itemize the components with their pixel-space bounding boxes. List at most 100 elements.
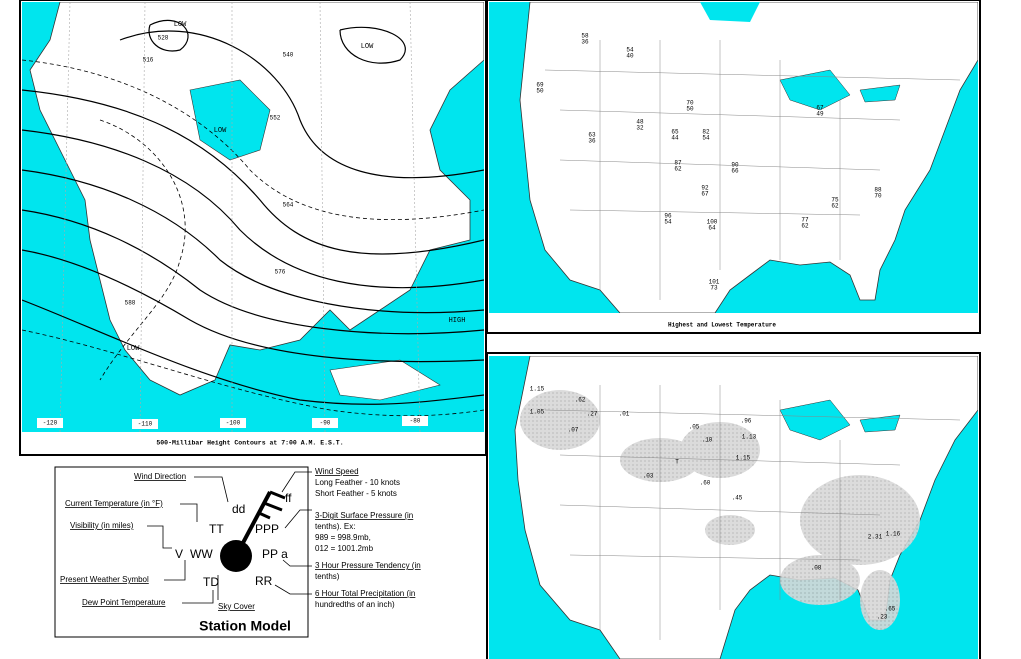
station-symbol-label: dd: [232, 502, 245, 516]
high-temperature: 77: [801, 217, 809, 224]
longitude-box: [132, 419, 158, 429]
high-temperature: 67: [816, 105, 824, 112]
station-legend-label: tenths): [315, 572, 340, 581]
station-legend-label: Dew Point Temperature: [82, 598, 166, 607]
precipitation-amount: T: [675, 459, 679, 466]
high-temperature: 82: [702, 129, 710, 136]
longitude-label: -110: [138, 421, 153, 428]
precipitation-amount: 1.13: [742, 434, 757, 441]
longitude-box: [220, 418, 246, 428]
low-temperature: 36: [588, 138, 596, 145]
longitude-label: -120: [43, 420, 58, 427]
low-temperature: 44: [671, 135, 679, 142]
station-symbol-label: ff: [285, 491, 292, 505]
height-label: 516: [143, 57, 154, 64]
high-temperature: 96: [664, 213, 672, 220]
precipitation-amount: 1.15: [530, 386, 545, 393]
precipitation-amount: .96: [741, 418, 752, 425]
station-legend-label: Long Feather - 10 knots: [315, 478, 400, 487]
longitude-box: [37, 418, 63, 428]
height-label: 528: [158, 35, 169, 42]
low-temperature: 70: [874, 193, 882, 200]
station-legend-label: tenths). Ex:: [315, 522, 355, 531]
precipitation-amount: .62: [575, 397, 586, 404]
station-symbol-label: PP a: [262, 547, 288, 561]
low-temperature: 40: [626, 53, 634, 60]
station-leaders: [147, 471, 312, 604]
longitude-box: [312, 418, 338, 428]
high-temperature: 58: [581, 33, 589, 40]
precipitation-amount: .45: [732, 495, 743, 502]
high-temperature: 101: [709, 279, 720, 286]
station-symbol-label: TT: [209, 522, 224, 536]
height-label: 564: [283, 202, 294, 209]
longitude-box: [402, 416, 428, 426]
map-caption: 500-Millibar Height Contours at 7:00 A.M…: [156, 440, 343, 447]
longitude-label: -90: [320, 420, 331, 427]
high-temperature: 69: [536, 82, 544, 89]
precipitation-amount: .03: [643, 473, 654, 480]
station-legend-label: Short Feather - 5 knots: [315, 489, 397, 498]
precipitation-amount: .01: [619, 411, 630, 418]
precipitation-amount: .10: [702, 437, 713, 444]
high-temperature: 75: [831, 197, 839, 204]
map-500mb: [22, 2, 484, 432]
station-symbol-label: V: [175, 547, 183, 561]
height-label: 540: [283, 52, 294, 59]
low-temperature: 67: [701, 191, 709, 198]
station-legend-label: Visibility (in miles): [70, 521, 134, 530]
pressure-label: LOW: [127, 345, 140, 353]
height-label: 552: [270, 115, 281, 122]
high-temperature: 87: [674, 160, 682, 167]
longitude-label: -80: [410, 418, 421, 425]
low-temperature: 62: [831, 203, 839, 210]
precipitation-amount: .60: [700, 480, 711, 487]
height-label: 576: [275, 269, 286, 276]
station-symbol-label: PPP: [255, 522, 279, 536]
low-temperature: 62: [801, 223, 809, 230]
precipitation-amount: .65: [885, 606, 896, 613]
station-legend-label: Wind Speed: [315, 467, 359, 476]
low-temperature: 36: [581, 39, 589, 46]
low-temperature: 50: [686, 106, 694, 113]
station-symbol-label: WW: [190, 547, 213, 561]
high-temperature: 100: [707, 219, 718, 226]
station-symbol-label: TD: [203, 575, 219, 589]
low-temperature: 64: [708, 225, 716, 232]
high-temperature: 48: [636, 119, 644, 126]
precipitation-amount: .23: [877, 614, 888, 621]
low-temperature: 73: [710, 285, 718, 292]
station-legend-label: 6 Hour Total Precipitation (in: [315, 589, 415, 598]
station-legend-label: Present Weather Symbol: [60, 575, 149, 584]
station-legend-label: Sky Cover: [218, 602, 255, 611]
station-legend-label: 989 = 998.9mb,: [315, 533, 371, 542]
low-temperature: 54: [702, 135, 710, 142]
precipitation-amount: .08: [811, 565, 822, 572]
precipitation-amount: 1.05: [530, 409, 545, 416]
station-legend-label: 012 = 1001.2mb: [315, 544, 374, 553]
station-legend-label: 3-Digit Surface Pressure (in: [315, 511, 413, 520]
precipitation-amount: 1.15: [736, 455, 751, 462]
high-temperature: 70: [686, 100, 694, 107]
station-model-title: Station Model: [199, 618, 291, 634]
precipitation-amount: 2.31: [868, 534, 883, 541]
low-temperature: 66: [731, 168, 739, 175]
map-caption: Highest and Lowest Temperature: [668, 322, 776, 329]
height-label: 588: [125, 300, 136, 307]
station-legend-label: Current Temperature (in °F): [65, 499, 163, 508]
low-temperature: 49: [816, 111, 824, 118]
station-legend-label: hundredths of an inch): [315, 600, 395, 609]
precipitation-amount: .05: [689, 424, 700, 431]
temperature-map: [489, 2, 978, 313]
low-temperature: 62: [674, 166, 682, 173]
station-symbol: [220, 490, 286, 572]
pressure-label: HIGH: [449, 317, 466, 325]
longitude-label: -100: [226, 420, 241, 427]
precipitation-amount: .27: [587, 411, 598, 418]
high-temperature: 65: [671, 129, 679, 136]
low-temperature: 54: [664, 219, 672, 226]
low-temperature: 50: [536, 88, 544, 95]
high-temperature: 92: [701, 185, 709, 192]
high-temperature: 54: [626, 47, 634, 54]
